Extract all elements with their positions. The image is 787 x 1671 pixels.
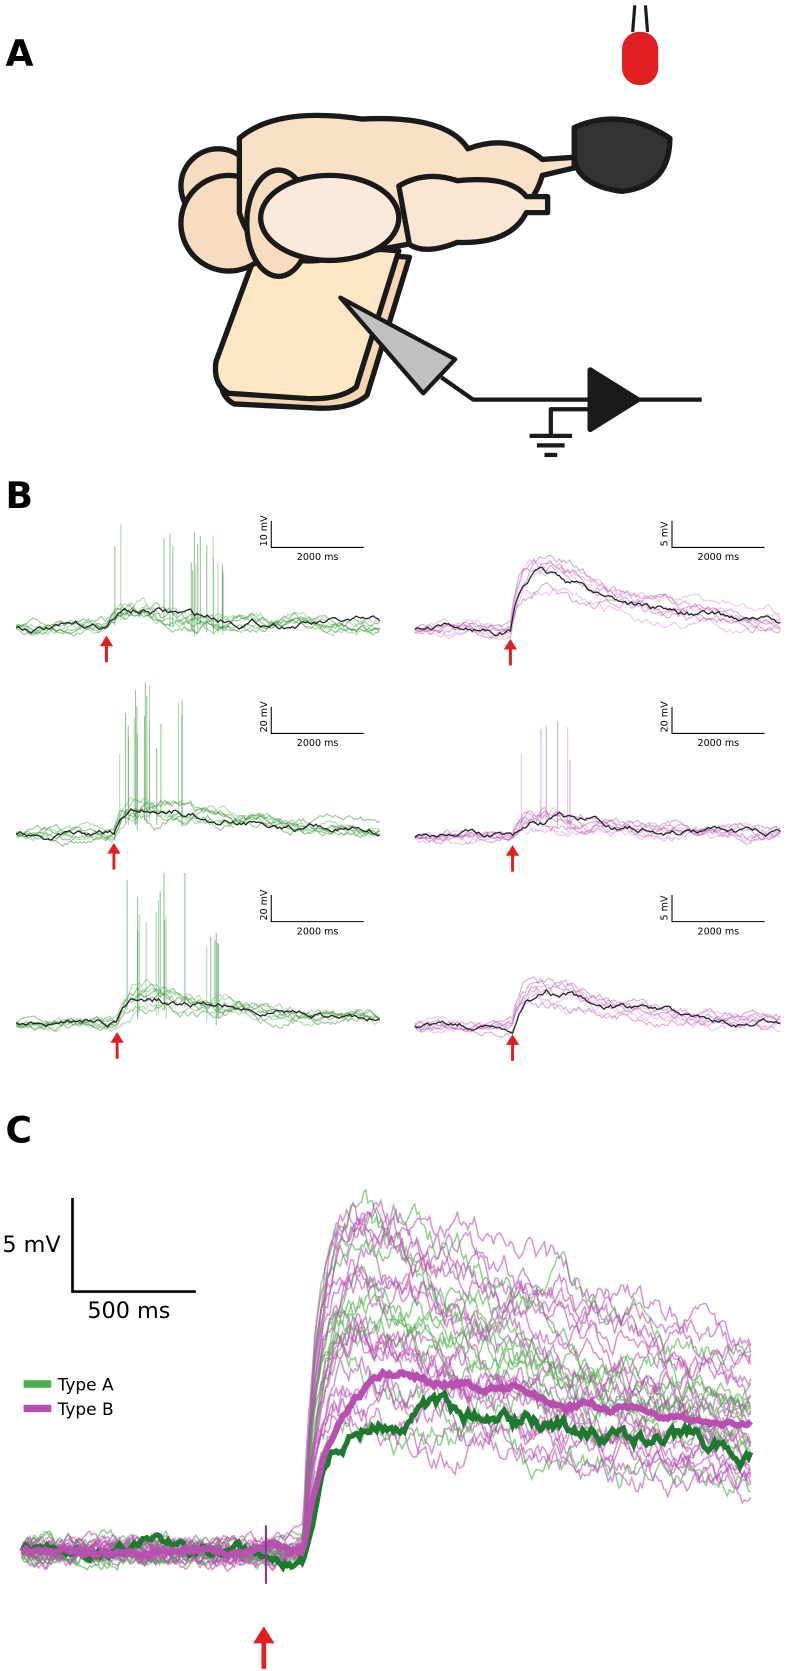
scale-bar	[270, 520, 364, 548]
trace	[414, 586, 781, 635]
trace	[414, 566, 781, 637]
scale-label: 5 mV	[660, 895, 671, 920]
scale-label: 500 ms	[87, 1298, 170, 1324]
scale-label: 20 mV	[660, 701, 671, 732]
scale-label: 20 mV	[259, 889, 270, 920]
trace	[20, 1367, 753, 1562]
trace	[414, 976, 781, 1033]
scale-bar	[270, 895, 364, 923]
trace	[15, 978, 380, 1027]
panel-label: B	[6, 474, 34, 517]
trace	[414, 824, 781, 846]
legend-label: Type B	[57, 1400, 114, 1420]
trace	[15, 799, 381, 847]
panel-label: C	[6, 1109, 33, 1152]
trace	[15, 809, 381, 843]
scale-bar	[71, 1197, 196, 1293]
scale-bar	[671, 895, 765, 923]
trace	[414, 988, 781, 1030]
trace	[414, 581, 781, 634]
scale-label: 2000 ms	[698, 552, 740, 563]
scale-label: 10 mV	[259, 515, 270, 546]
trace	[414, 811, 781, 838]
trace	[414, 567, 781, 640]
stimulus-arrowhead	[110, 1032, 124, 1043]
trace	[21, 1298, 752, 1565]
scale-bar	[671, 520, 765, 548]
scale-label: 2000 ms	[698, 738, 740, 749]
trace	[15, 606, 381, 634]
stimulus-arrowhead	[505, 845, 520, 856]
trace	[16, 611, 380, 636]
trace	[21, 1321, 752, 1569]
trace	[16, 808, 380, 841]
brain-diagram	[178, 5, 702, 458]
trace	[20, 1217, 752, 1571]
stimulus-arrowhead	[503, 638, 518, 650]
scale-bar	[671, 706, 765, 734]
trace	[20, 1328, 751, 1572]
trace	[414, 988, 781, 1035]
stimulus-arrowhead	[99, 635, 114, 647]
trace	[16, 606, 381, 635]
trace	[414, 559, 781, 641]
trace	[414, 557, 781, 636]
scale-label: 5 mV	[660, 521, 671, 546]
trace	[15, 810, 380, 842]
trace	[15, 799, 380, 841]
scale-label: 5 mV	[2, 1232, 61, 1258]
trace	[414, 984, 781, 1034]
legend-label: Type A	[57, 1375, 114, 1395]
trace	[414, 817, 781, 845]
scale-label: 2000 ms	[297, 926, 339, 937]
panel-label: A	[6, 32, 34, 75]
scale-label: 20 mV	[259, 701, 270, 732]
stimulus-arrowhead	[253, 1626, 275, 1644]
trace	[15, 1001, 380, 1033]
scale-label: 2000 ms	[297, 738, 339, 749]
scale-label: 2000 ms	[698, 926, 740, 937]
trace	[15, 997, 380, 1028]
trace	[414, 992, 781, 1032]
trace	[19, 1388, 754, 1573]
scale-bar	[270, 706, 364, 734]
scale-label: 2000 ms	[297, 552, 339, 563]
stimulus-arrowhead	[505, 1034, 520, 1045]
stimulus-arrowhead	[107, 842, 121, 854]
trace	[414, 978, 781, 1032]
